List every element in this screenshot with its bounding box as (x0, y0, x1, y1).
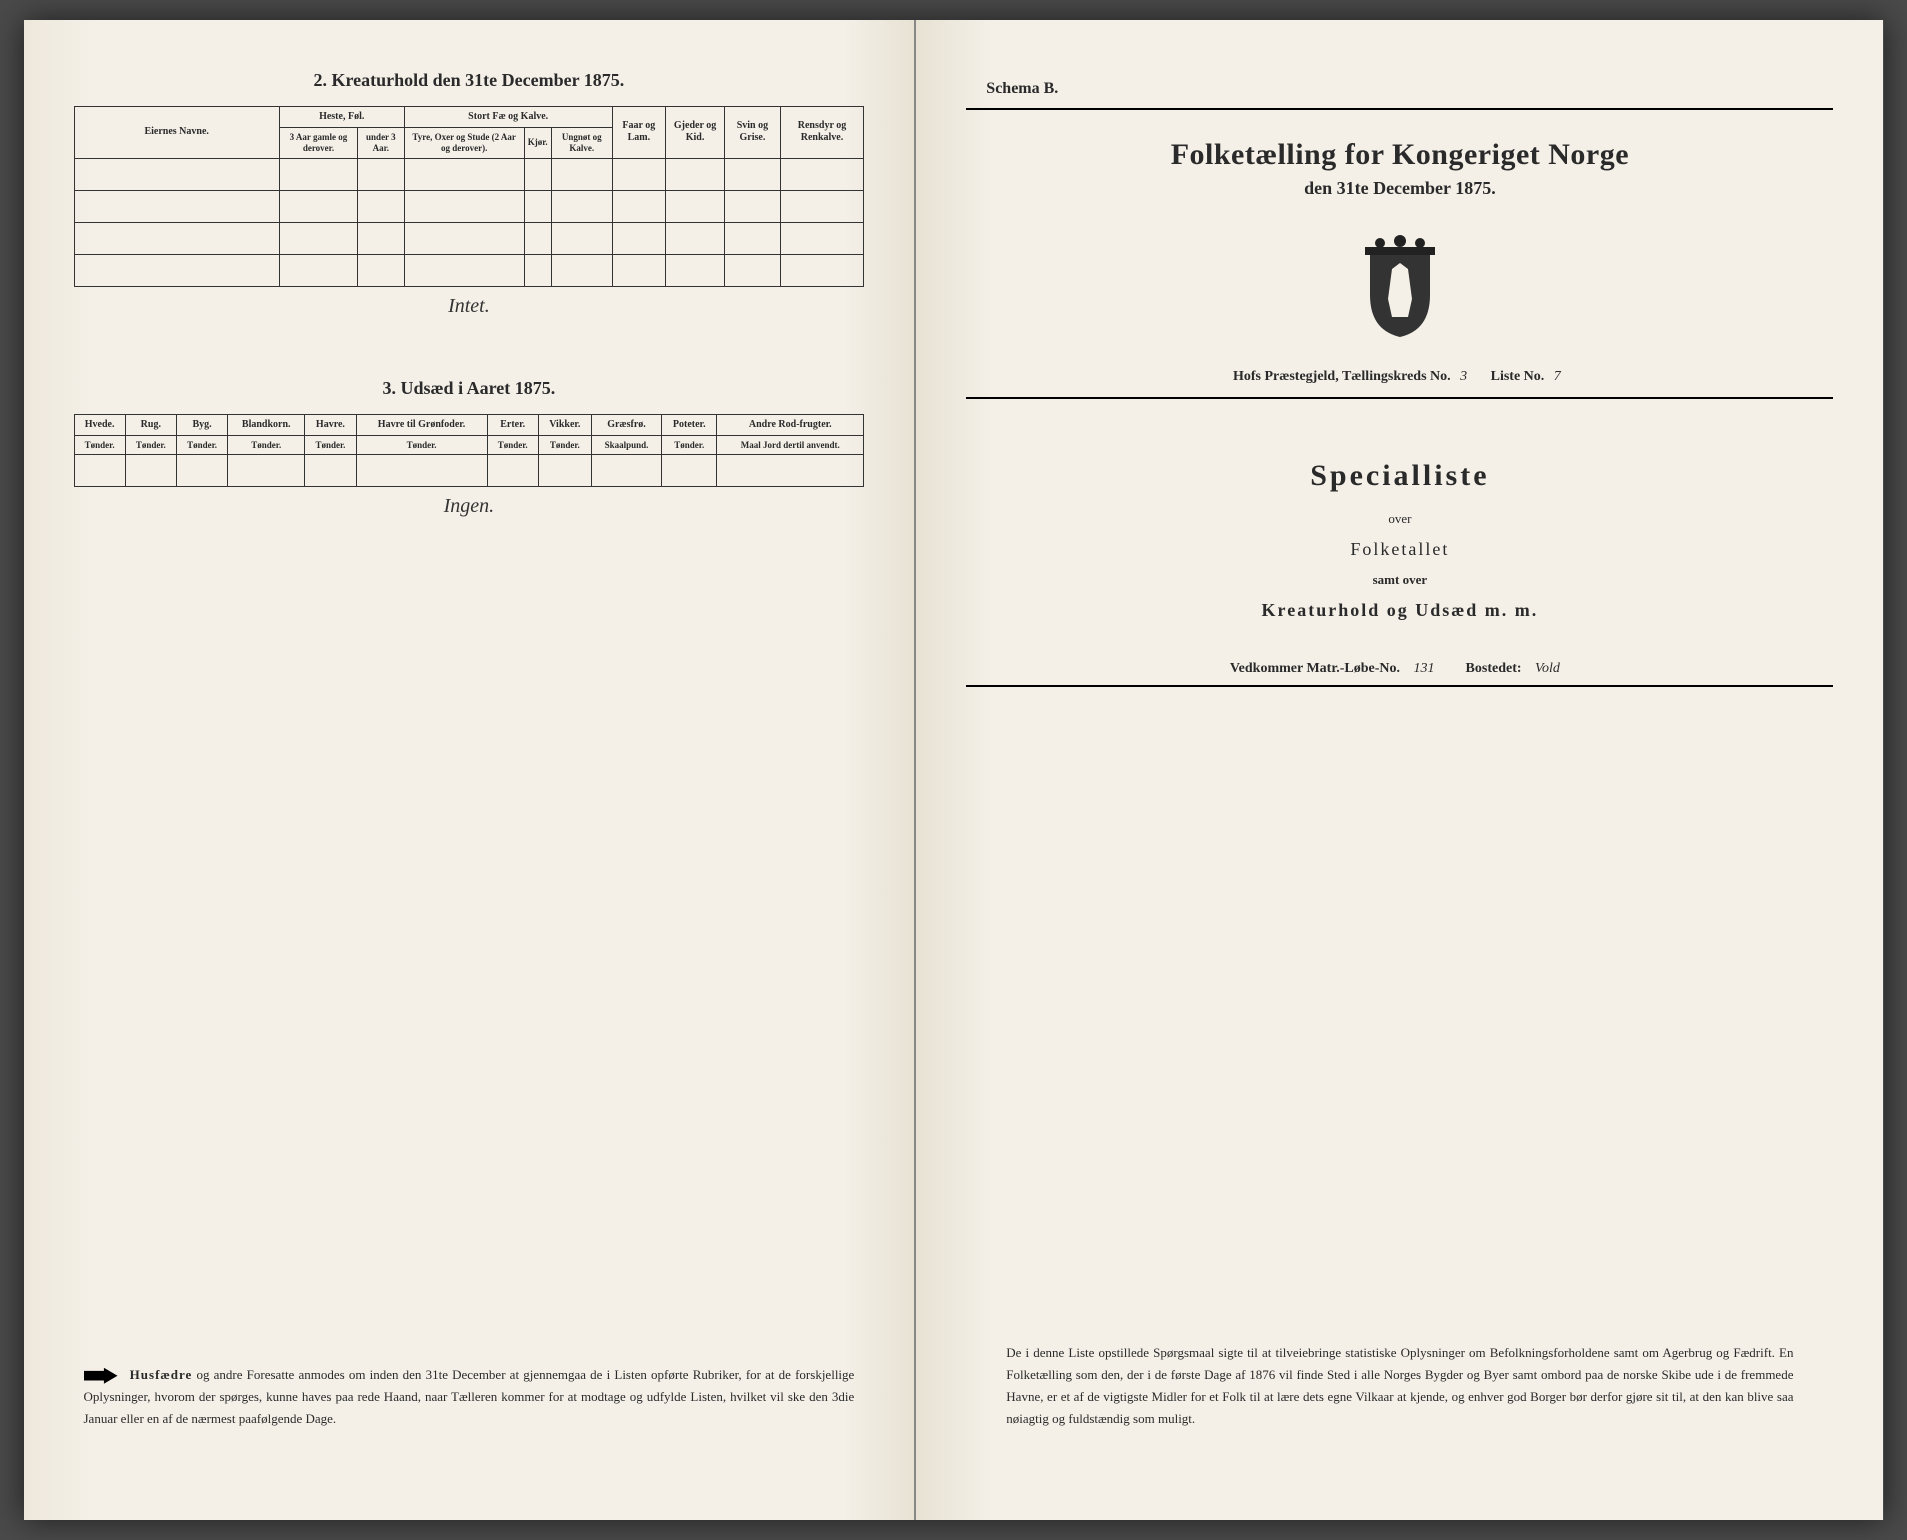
col-svin: Svin og Grise. (725, 107, 780, 159)
col-header: Byg. (176, 414, 227, 435)
col-unit: Tønder. (487, 435, 538, 455)
divider (966, 108, 1833, 110)
col-rensdyr: Rensdyr og Renkalve. (780, 107, 864, 159)
col-unit: Maal Jord dertil anvendt. (717, 435, 864, 455)
bosted-label: Bostedet: (1466, 661, 1522, 676)
table-row (74, 158, 864, 190)
col-header: Rug. (125, 414, 176, 435)
samt-label: samt over (966, 572, 1833, 588)
col-owner: Eiernes Navne. (74, 107, 279, 159)
handwritten-note-3: Ingen. (74, 495, 865, 518)
matr-no: 131 (1404, 661, 1445, 676)
col-unit: Tønder. (356, 435, 487, 455)
parish-line: Hofs Præstegjeld, Tællingskreds No. 3 Li… (966, 369, 1833, 385)
sub-stort1: Tyre, Oxer og Stude (2 Aar og derover). (404, 128, 524, 159)
col-header: Havre til Grønfoder. (356, 414, 487, 435)
table-kreaturhold: Eiernes Navne. Heste, Føl. Stort Fæ og K… (74, 106, 865, 287)
col-unit: Tønder. (176, 435, 227, 455)
section3-title: 3. Udsæd i Aaret 1875. (74, 378, 865, 399)
book-spread: 2. Kreaturhold den 31te December 1875. E… (24, 20, 1884, 1520)
section2-title: 2. Kreaturhold den 31te December 1875. (74, 70, 865, 91)
table-row (74, 190, 864, 222)
sub-heste1: 3 Aar gamle og derover. (279, 128, 357, 159)
col-unit: Tønder. (538, 435, 591, 455)
matr-label: Vedkommer Matr.-Løbe-No. (1230, 661, 1400, 676)
divider (966, 397, 1833, 399)
kreatur-label: Kreaturhold og Udsæd m. m. (966, 600, 1833, 621)
handwritten-note-2: Intet. (74, 295, 865, 318)
col-unit: Tønder. (74, 435, 125, 455)
col-faar: Faar og Lam. (612, 107, 665, 159)
table-udsaed: Hvede.Rug.Byg.Blandkorn.Havre.Havre til … (74, 414, 865, 488)
spec-title: Specialliste (966, 459, 1833, 493)
folketallet-label: Folketallet (966, 539, 1833, 560)
kreds-no: 3 (1454, 369, 1473, 384)
table-row (74, 222, 864, 254)
schema-label: Schema B. (986, 80, 1833, 98)
col-unit: Tønder. (125, 435, 176, 455)
liste-label: Liste No. (1491, 369, 1545, 384)
divider (966, 685, 1833, 687)
col-header: Poteter. (662, 414, 717, 435)
footer-note-right: De i denne Liste opstillede Spørgsmaal s… (1006, 1342, 1793, 1430)
liste-no: 7 (1548, 369, 1567, 384)
grp-heste: Heste, Føl. (279, 107, 404, 128)
table-row (74, 254, 864, 286)
col-header: Græsfrø. (591, 414, 661, 435)
col-gjeder: Gjeder og Kid. (665, 107, 724, 159)
col-header: Havre. (305, 414, 356, 435)
col-header: Hvede. (74, 414, 125, 435)
matr-line: Vedkommer Matr.-Løbe-No. 131 Bostedet: V… (966, 661, 1833, 677)
col-header: Andre Rod-frugter. (717, 414, 864, 435)
table-row (74, 455, 864, 487)
census-title: Folketælling for Kongeriget Norge (966, 138, 1833, 172)
coat-of-arms-icon (966, 229, 1833, 339)
col-unit: Tønder. (305, 435, 356, 455)
footer-text: og andre Foresatte anmodes om inden den … (84, 1367, 855, 1426)
pointing-hand-icon (84, 1368, 118, 1384)
col-unit: Tønder. (228, 435, 305, 455)
census-subtitle: den 31te December 1875. (966, 178, 1833, 199)
parish-label: Hofs Præstegjeld, Tællingskreds No. (1233, 369, 1451, 384)
col-header: Blandkorn. (228, 414, 305, 435)
grp-stort: Stort Fæ og Kalve. (404, 107, 612, 128)
bosted-value: Vold (1525, 661, 1570, 676)
page-left: 2. Kreaturhold den 31te December 1875. E… (24, 20, 917, 1520)
over-label: over (966, 511, 1833, 527)
col-header: Erter. (487, 414, 538, 435)
col-unit: Skaalpund. (591, 435, 661, 455)
footer-note-left: Husfædre og andre Foresatte anmodes om i… (84, 1364, 855, 1430)
sub-stort2: Kjør. (524, 128, 551, 159)
sub-heste2: under 3 Aar. (358, 128, 405, 159)
sub-stort3: Ungnøt og Kalve. (551, 128, 612, 159)
footer-lead: Husfædre (130, 1364, 193, 1386)
col-unit: Tønder. (662, 435, 717, 455)
page-right: Schema B. Folketælling for Kongeriget No… (916, 20, 1883, 1520)
col-header: Vikker. (538, 414, 591, 435)
